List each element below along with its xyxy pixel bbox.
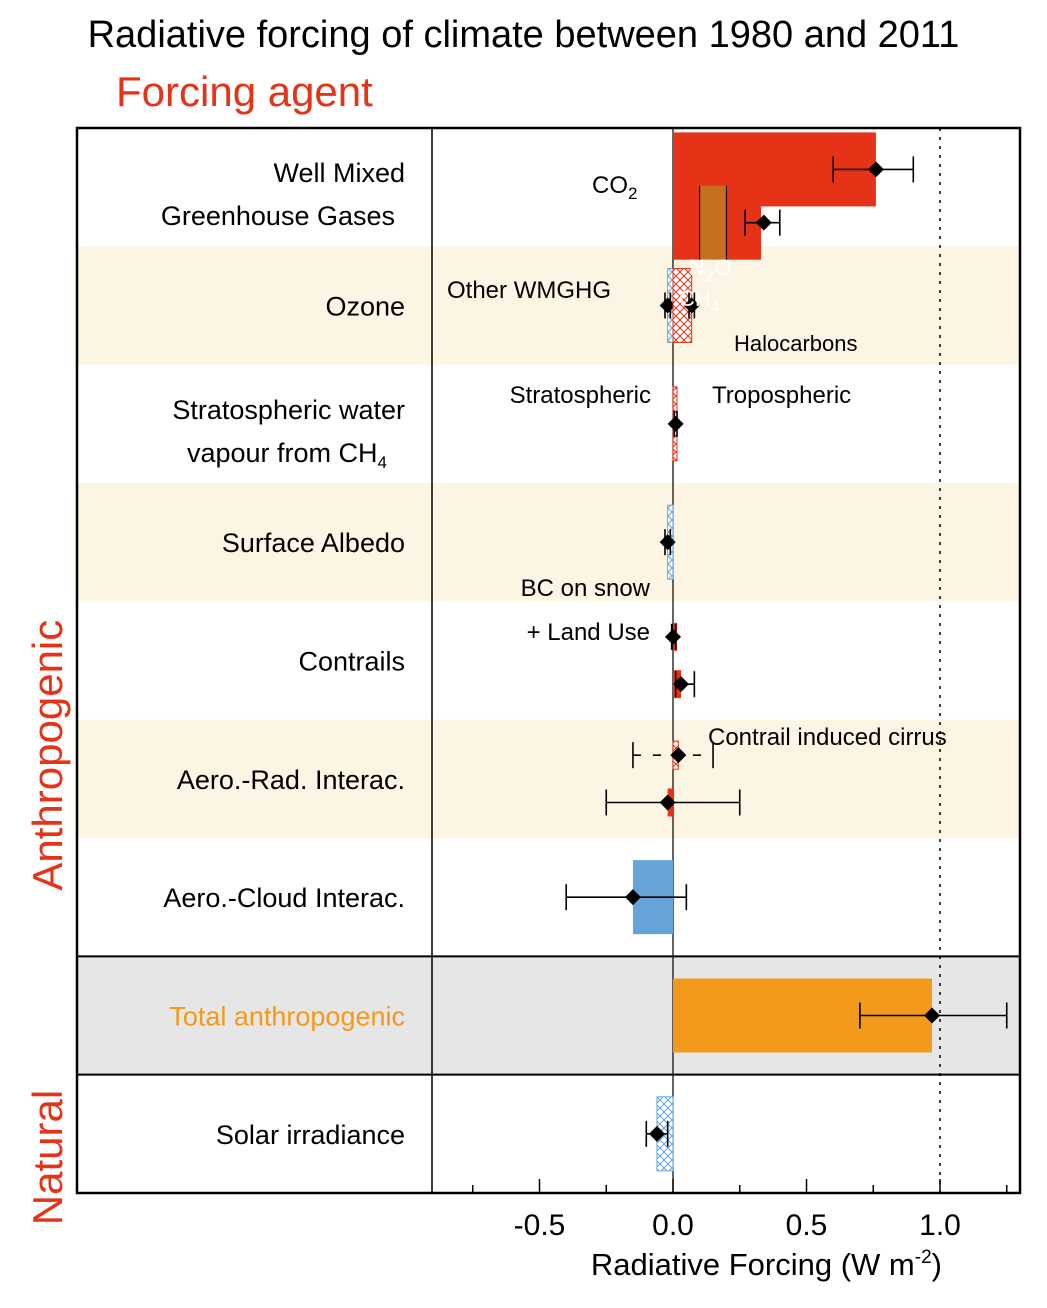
value-marker bbox=[665, 628, 681, 645]
row-shade bbox=[77, 246, 1020, 365]
row-shade bbox=[77, 719, 1020, 838]
forcing-agent-header: Forcing agent bbox=[116, 68, 373, 115]
value-marker bbox=[673, 676, 690, 693]
value-marker bbox=[867, 161, 884, 178]
plot-frame bbox=[75, 126, 1022, 1195]
value-marker bbox=[659, 534, 676, 551]
category-label: Aero.-Cloud Interac. bbox=[163, 883, 405, 913]
value-marker bbox=[648, 1125, 665, 1142]
category-label: Ozone bbox=[325, 292, 405, 322]
tropospheric-label: Tropospheric bbox=[712, 382, 851, 409]
contrail-cirrus-label: Contrail induced cirrus bbox=[708, 724, 947, 751]
value-marker bbox=[659, 794, 676, 811]
category-label: Contrails bbox=[298, 647, 405, 677]
value-marker bbox=[683, 297, 700, 314]
value-marker bbox=[624, 889, 641, 906]
group-label-anthropogenic: Anthropogenic bbox=[24, 620, 71, 891]
category-label: Greenhouse Gases bbox=[161, 201, 395, 231]
group-label-natural: Natural bbox=[24, 1090, 71, 1225]
chart-title: Radiative forcing of climate between 198… bbox=[87, 14, 960, 56]
n2o-label: N2O bbox=[689, 255, 731, 285]
x-tick-label: -0.5 bbox=[514, 1209, 566, 1242]
category-label: Aero.-Rad. Interac. bbox=[177, 765, 405, 795]
x-tick-label: 0.5 bbox=[786, 1209, 828, 1242]
other-wmghg-label: Other WMGHG bbox=[447, 277, 611, 304]
bc-snow-label: BC on snow bbox=[521, 575, 651, 602]
category-label: Surface Albedo bbox=[222, 528, 405, 558]
category-label: vapour from CH4 bbox=[187, 438, 387, 472]
row-shade bbox=[77, 483, 1020, 602]
x-tick-label: 1.0 bbox=[919, 1209, 961, 1242]
co2-label: CO2 bbox=[592, 172, 637, 203]
halocarbons-label: Halocarbons bbox=[734, 331, 858, 356]
land-use-label: + Land Use bbox=[527, 619, 650, 646]
value-marker bbox=[659, 297, 676, 314]
x-tick-label: 0.0 bbox=[652, 1209, 694, 1242]
category-label: Well Mixed bbox=[273, 158, 405, 188]
value-marker bbox=[923, 1007, 940, 1024]
value-marker bbox=[667, 415, 684, 432]
stratospheric-label: Stratospheric bbox=[510, 382, 651, 409]
category-label: Total anthropogenic bbox=[169, 1002, 405, 1032]
category-label: Stratospheric water bbox=[172, 395, 405, 425]
x-axis-label: Radiative Forcing (W m-2) bbox=[591, 1247, 942, 1282]
value-marker bbox=[755, 214, 772, 231]
bar-segment bbox=[673, 185, 700, 260]
ch4-label: CH4 bbox=[679, 286, 720, 316]
category-label: Solar irradiance bbox=[216, 1120, 405, 1150]
bar-segment bbox=[699, 185, 727, 260]
value-marker bbox=[670, 747, 687, 764]
